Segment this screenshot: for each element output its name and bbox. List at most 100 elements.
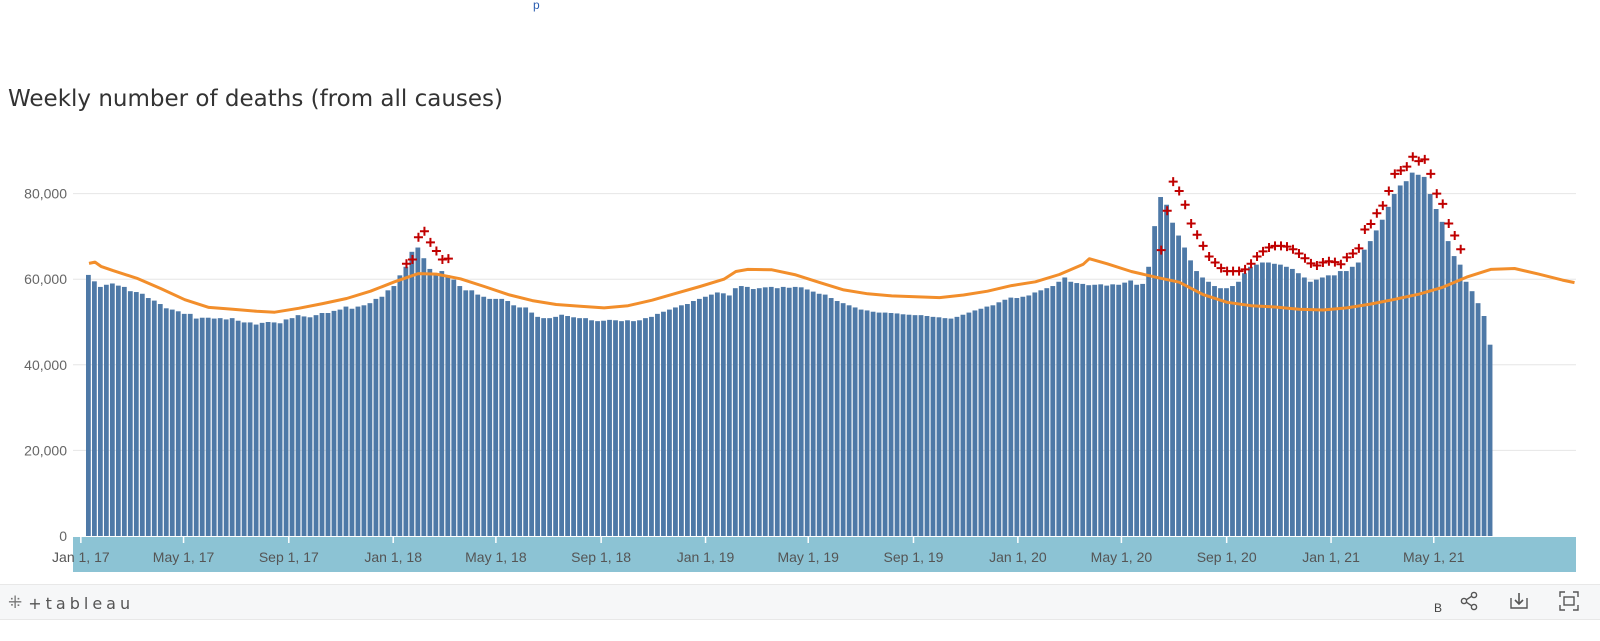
bar [193,318,199,536]
bar [673,307,678,536]
bar [1128,280,1134,536]
bar [1044,288,1050,536]
bar [181,313,187,536]
bar [708,294,714,536]
tableau-logo[interactable]: ⁜ +tableau [8,593,134,613]
bar [127,291,133,536]
bar [409,251,415,537]
bar [337,309,343,536]
bar [762,287,768,536]
bar [780,286,786,536]
bar [1002,299,1008,536]
bar [199,317,205,536]
bar [1349,266,1355,536]
bar [1014,298,1020,536]
bar [1260,262,1265,536]
bar [1218,288,1223,536]
expected-line-layer [88,257,1575,314]
excess-marker [1234,266,1244,276]
bar [1116,284,1122,536]
excess-marker [1252,252,1262,262]
bar [732,288,738,536]
excess-marker [1282,242,1292,252]
bar [840,303,846,536]
excess-marker [1360,225,1370,235]
bar [918,315,924,536]
y-tick-label: 40,000 [24,357,67,373]
bar [1278,264,1283,536]
bar [367,303,373,536]
bar [1122,282,1128,536]
bar [1295,273,1301,536]
bar [355,306,361,536]
bar [643,318,648,536]
bar [870,311,876,536]
bar [1074,283,1080,536]
bar [966,312,972,536]
excess-marker [1450,231,1460,241]
bar [631,321,636,536]
excess-marker [1438,199,1448,209]
bar [217,318,223,536]
bar [1487,344,1493,536]
bar [1481,316,1487,536]
bar [91,281,97,536]
bar [679,305,684,536]
bar [1427,194,1433,536]
bar [750,289,756,536]
y-tick-label: 20,000 [24,442,67,458]
bar [1158,197,1163,537]
bar [1176,235,1181,536]
bar [834,301,840,536]
excess-marker [1408,152,1418,162]
bar [1104,285,1110,536]
excess-marker [401,259,411,269]
bar [151,300,157,536]
bar [343,306,349,536]
bar [1469,291,1475,536]
expected-deaths-line [88,257,1575,314]
bar [655,313,660,536]
download-icon[interactable] [1506,591,1532,613]
excess-marker [425,237,435,247]
excess-marker [1420,154,1430,164]
bar [1421,176,1427,536]
x-tick-label: May 1, 19 [777,549,839,565]
bar [595,321,600,536]
x-axis-band [73,537,1576,572]
excess-marker [1294,249,1304,259]
fullscreen-icon[interactable] [1556,591,1582,613]
share-icon[interactable] [1456,591,1482,613]
bar [1008,297,1014,536]
excess-marker [1180,200,1190,210]
bar [397,275,403,536]
bar [511,305,517,536]
bar [900,314,906,536]
bar [1200,277,1205,536]
x-tick-label: May 1, 20 [1091,549,1153,565]
bar [1140,283,1146,536]
bar [253,324,259,536]
bar [882,312,888,536]
bar [1032,292,1038,536]
bar [828,298,834,536]
bar [163,308,169,536]
bar [175,311,181,536]
excess-markers-layer [401,152,1466,276]
bar [577,318,582,536]
bar [978,308,984,536]
bar [433,273,439,536]
excess-marker [1318,258,1328,268]
bar [1212,286,1217,536]
bar [1457,264,1463,536]
bar [1224,288,1229,536]
top-link[interactable]: p [533,0,540,12]
excess-marker [1396,165,1406,175]
excess-marker [1378,201,1388,211]
excess-marker [1210,258,1220,268]
excess-marker [1426,169,1436,179]
bar [331,310,337,536]
bar [1385,206,1391,537]
bar [277,323,283,536]
bar [1134,284,1140,536]
